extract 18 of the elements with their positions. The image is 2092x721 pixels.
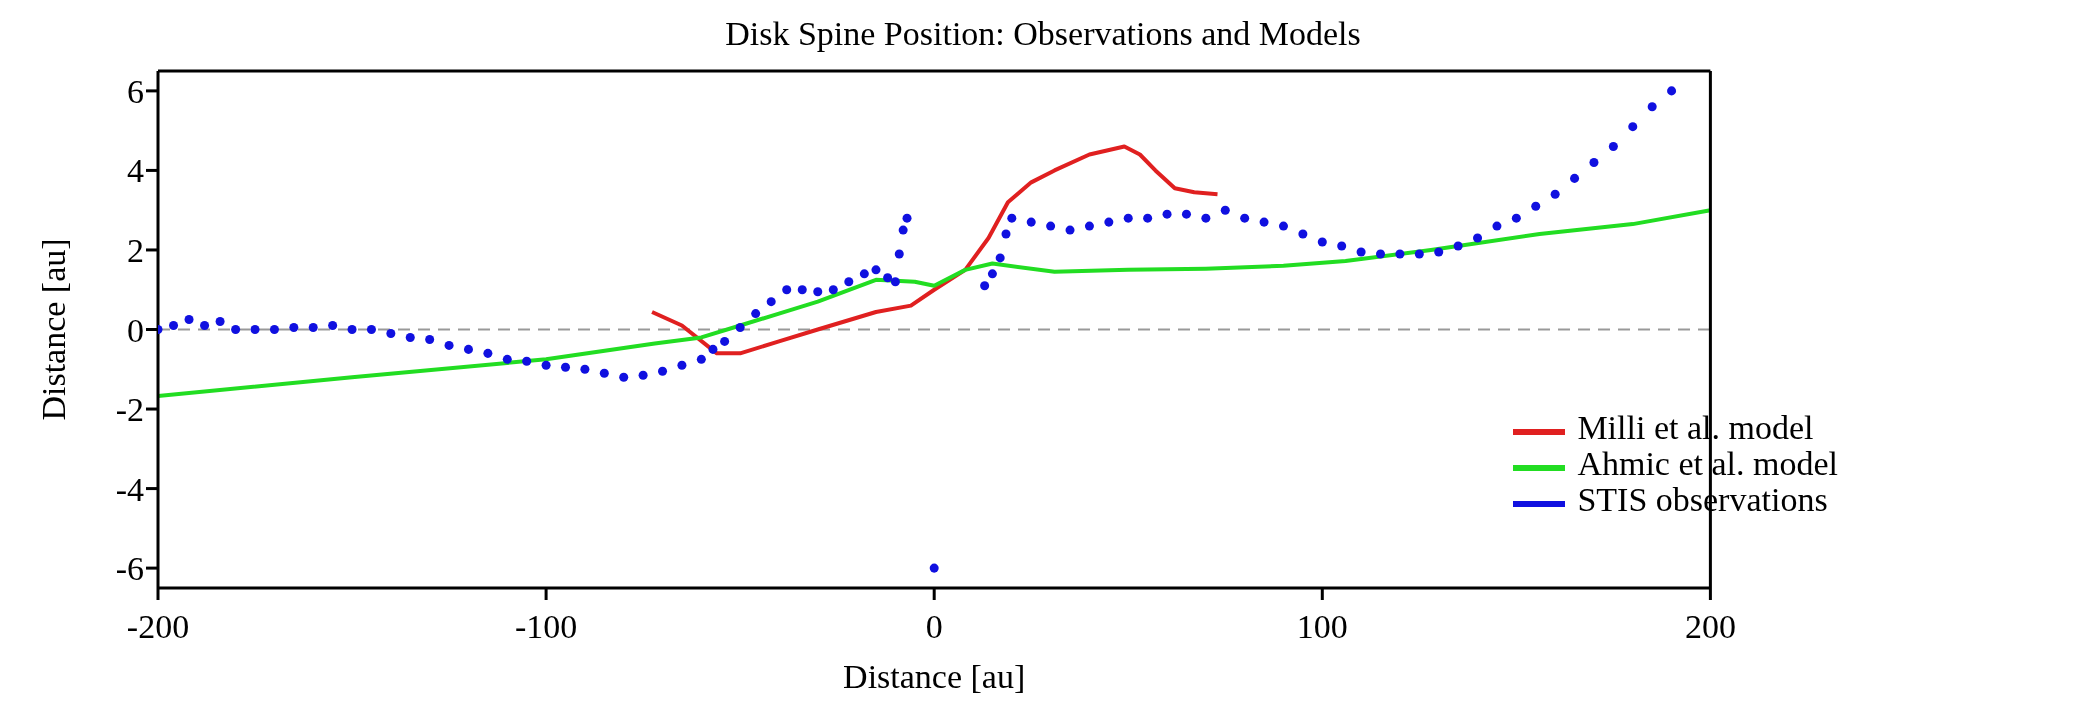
- x-tick-label: 200: [1684, 608, 1736, 646]
- x-axis-title: Distance [au]: [843, 658, 1026, 695]
- y-tick-label: -6: [115, 550, 144, 588]
- line-series: [158, 208, 1711, 398]
- line-series: [650, 144, 1220, 356]
- x-tick-label: -100: [514, 608, 578, 646]
- y-tick-label: 2: [127, 232, 144, 270]
- y-tick-label: 0: [127, 311, 144, 349]
- y-tick-label: -4: [115, 470, 144, 508]
- x-tick-label: 0: [925, 608, 943, 646]
- legend-label: Ahmic et al. model: [1577, 445, 1838, 482]
- chart-title: Disk Spine Position: Observations and Models: [724, 14, 1362, 54]
- y-tick-label: -2: [115, 391, 144, 429]
- y-tick-label: 6: [127, 72, 144, 110]
- y-axis-title: Distance [au]: [35, 238, 73, 421]
- y-tick-label: 4: [127, 152, 144, 190]
- x-tick-label: -200: [126, 608, 190, 646]
- x-tick-label: 100: [1296, 608, 1348, 646]
